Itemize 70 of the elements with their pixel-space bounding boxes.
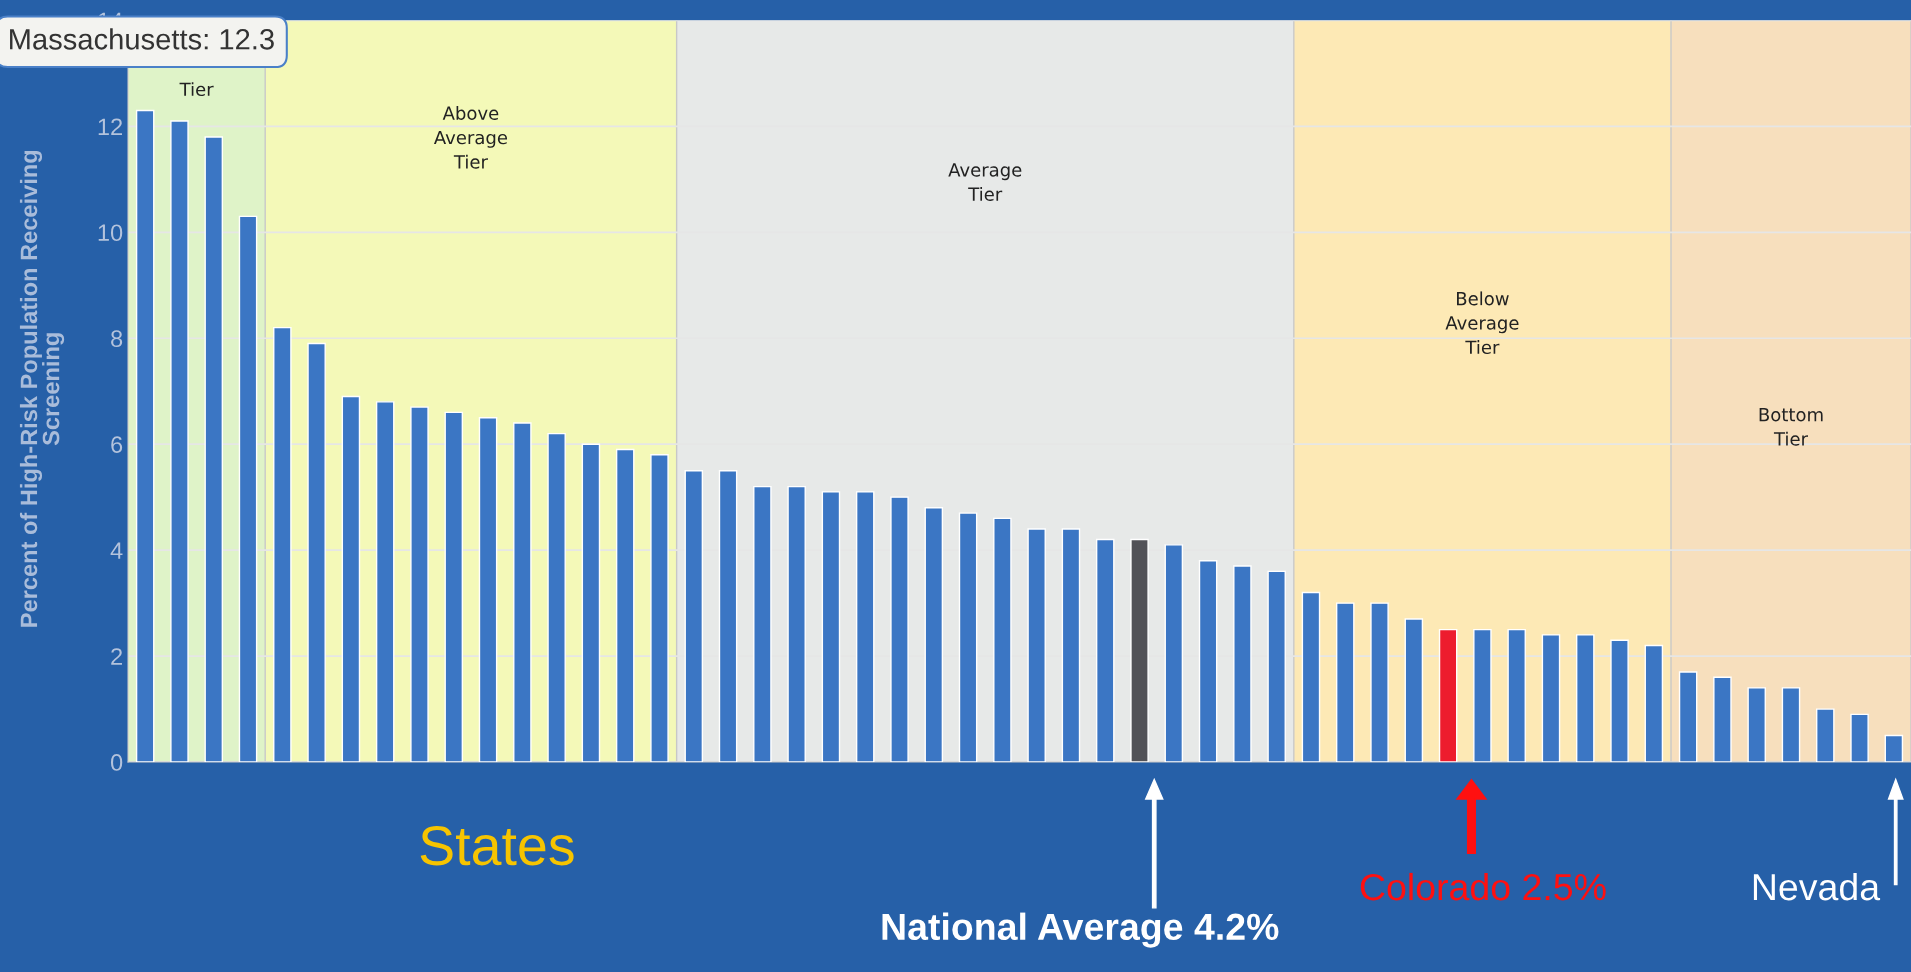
bar	[1644, 644, 1664, 763]
annotation: Below Average Tier	[1445, 291, 1519, 355]
bar	[1233, 565, 1252, 763]
bar	[1095, 538, 1115, 763]
bar	[1164, 544, 1184, 763]
y-tick-label: 4	[110, 542, 123, 559]
bar	[1404, 618, 1424, 763]
bar	[718, 469, 738, 763]
bar	[1575, 634, 1595, 763]
y-tick-label: 10	[98, 224, 123, 242]
bar	[547, 432, 566, 763]
bar	[273, 326, 292, 763]
bar	[1301, 591, 1321, 763]
bar	[1335, 602, 1355, 763]
y-tick-label: 12	[98, 118, 122, 135]
bar	[1541, 634, 1561, 763]
x-axis-title: States	[420, 826, 574, 866]
bar	[238, 215, 258, 763]
bar	[1027, 528, 1046, 763]
bar	[890, 496, 909, 763]
bar	[684, 469, 704, 763]
y-axis-title: Percent of High-Risk Population Receiving Screening	[19, 150, 65, 627]
bar	[855, 491, 875, 763]
bar	[1816, 708, 1835, 763]
bar	[1884, 734, 1904, 763]
bar	[307, 342, 326, 763]
bar	[821, 491, 841, 763]
bar	[1678, 671, 1698, 763]
bar	[1507, 628, 1526, 763]
bar	[375, 401, 395, 763]
annotation: Bottom Tier	[1759, 407, 1823, 446]
bar	[1370, 602, 1389, 763]
bar	[1850, 713, 1869, 763]
bar	[170, 120, 189, 763]
bar	[993, 517, 1012, 763]
bar	[135, 109, 155, 763]
bar	[787, 485, 806, 763]
bar	[650, 454, 669, 763]
text: National Average 4.2%	[882, 912, 1279, 948]
bar	[1061, 528, 1081, 763]
y-tick-label: 0	[110, 754, 123, 771]
bar	[581, 443, 601, 763]
bar	[1781, 687, 1801, 763]
bar	[1610, 639, 1629, 763]
annotation: Above Average Tier	[433, 106, 508, 169]
bar	[615, 448, 635, 763]
annotation: Average Tier	[948, 163, 1022, 201]
bar	[1267, 570, 1286, 763]
bar	[513, 422, 532, 763]
bar	[1198, 560, 1218, 763]
bar	[1438, 628, 1458, 763]
bar	[1130, 538, 1149, 763]
bar	[444, 411, 464, 763]
bar	[1713, 676, 1732, 763]
bar	[341, 395, 361, 763]
y-tick-label: 6	[111, 436, 123, 453]
text: Nevada	[1753, 872, 1881, 901]
y-tick-label: 2	[111, 648, 122, 665]
bar	[1473, 628, 1492, 763]
bar	[958, 512, 978, 763]
text: Colorado 2.5%	[1360, 872, 1606, 901]
y-tick-label: 8	[111, 330, 123, 348]
bar	[478, 417, 498, 763]
annotation: Tier	[179, 82, 214, 97]
bar	[410, 406, 429, 763]
bar	[1747, 687, 1766, 763]
bar	[924, 507, 944, 763]
annotation: Massachusetts: 12.3	[10, 28, 274, 50]
bar	[753, 485, 772, 763]
bar	[204, 136, 224, 763]
